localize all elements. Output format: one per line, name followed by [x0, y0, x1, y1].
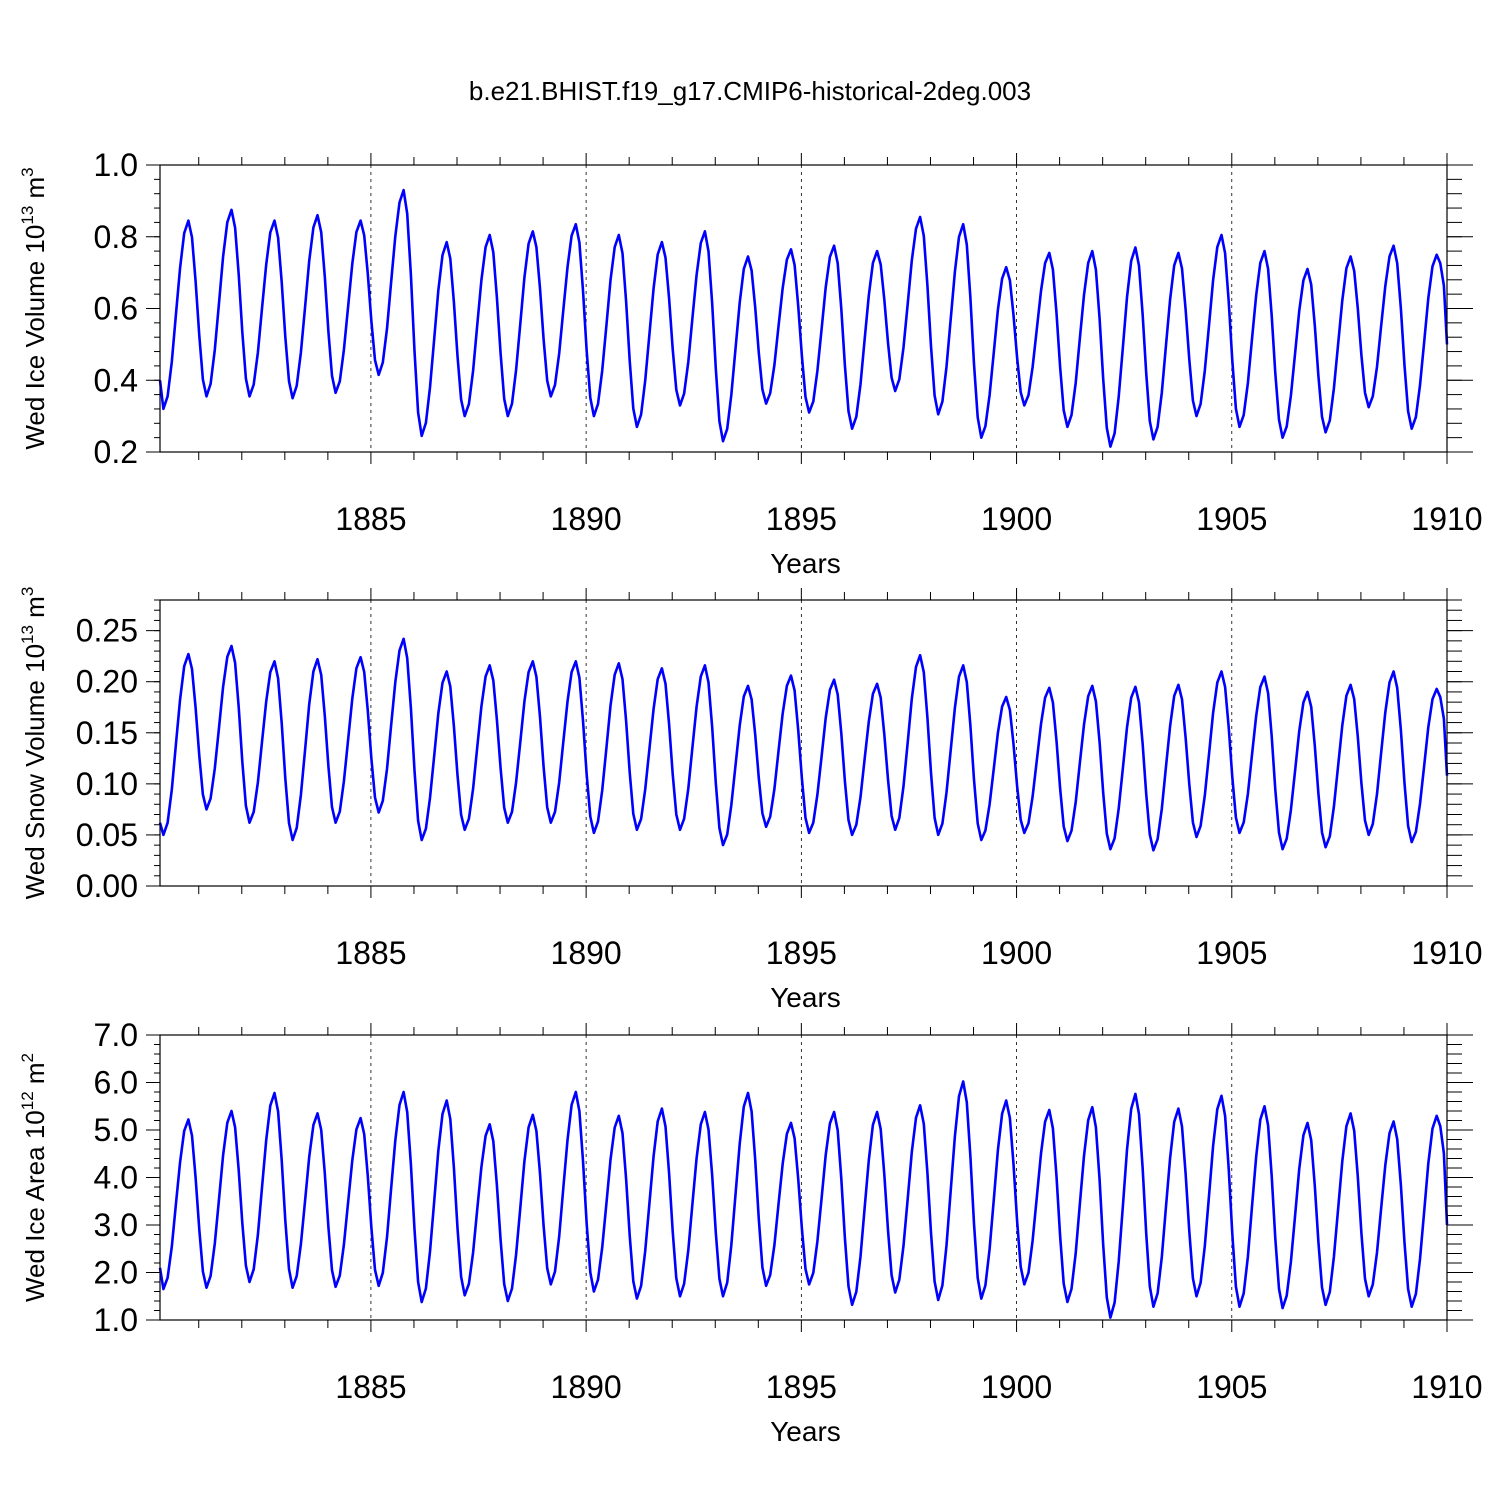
y-tick-label: 7.0: [94, 1017, 138, 1053]
x-tick-label: 1890: [551, 501, 622, 537]
x-tick-label: 1885: [335, 935, 406, 971]
x-tick-label: 1890: [551, 935, 622, 971]
x-tick-label: 1905: [1196, 935, 1267, 971]
series-line: [158, 188, 1449, 448]
x-axis-label: Years: [770, 548, 841, 579]
x-tick-label: 1905: [1196, 501, 1267, 537]
series-line: [158, 1080, 1449, 1319]
panel-snow-volume: 0.00 0.05 0.10 0.15 0.20 0.25 1885 1890 1895 1900…: [18, 587, 1483, 1013]
y-tick-label: 0.05: [76, 817, 138, 853]
x-tick-label: 1900: [981, 935, 1052, 971]
x-tick-label: 1900: [981, 501, 1052, 537]
x-tick-label: 1885: [335, 501, 406, 537]
plot-frame: [159, 599, 1448, 887]
series-line: [158, 637, 1449, 852]
y-tick-label: 3.0: [94, 1207, 138, 1243]
x-axis-label: Years: [770, 1416, 841, 1447]
x-tick-label: 1895: [766, 501, 837, 537]
y-tick-label: 0.2: [94, 434, 138, 470]
y-tick-label: 0.8: [94, 219, 138, 255]
y-tick-label: 4.0: [94, 1160, 138, 1196]
x-tick-label: 1910: [1411, 501, 1482, 537]
y-tick-label: 0.6: [94, 291, 138, 327]
x-tick-label: 1885: [335, 1369, 406, 1405]
x-tick-label: 1895: [766, 935, 837, 971]
plot-frame: [159, 164, 1448, 453]
x-tick-label: 1890: [551, 1369, 622, 1405]
y-tick-label: 1.0: [94, 147, 138, 183]
y-axis-label: Wed Ice Volume 1013 m3: [18, 167, 50, 449]
y-tick-label: 0.15: [76, 715, 138, 751]
y-tick-label: 5.0: [94, 1112, 138, 1148]
panel-ice-volume: 0.2 0.4 0.6 0.8 1.0 1885 1890 1895 1900 1905 1910 Y…: [18, 147, 1483, 579]
y-tick-label: 0.25: [76, 613, 138, 649]
y-tick-label: 0.00: [76, 868, 138, 904]
plot-frame: [159, 1034, 1448, 1321]
panel-ice-area: 1.0 2.0 3.0 4.0 5.0 6.0 7.0 1885 1890 1895 1900 190…: [18, 1017, 1483, 1447]
chart-title: b.e21.BHIST.f19_g17.CMIP6-historical-2de…: [468, 76, 1032, 106]
y-tick-label: 0.4: [94, 362, 138, 398]
x-tick-label: 1910: [1411, 935, 1482, 971]
x-tick-label: 1895: [766, 1369, 837, 1405]
y-tick-label: 0.10: [76, 766, 138, 802]
y-tick-label: 2.0: [94, 1255, 138, 1291]
x-tick-label: 1910: [1411, 1369, 1482, 1405]
x-tick-label: 1900: [981, 1369, 1052, 1405]
y-axis-label: Wed Snow Volume 1013 m3: [18, 587, 50, 900]
y-tick-label: 0.20: [76, 664, 138, 700]
y-tick-label: 6.0: [94, 1065, 138, 1101]
y-axis-label: Wed Ice Area 1012 m2: [18, 1053, 50, 1302]
x-tick-label: 1905: [1196, 1369, 1267, 1405]
x-axis-label: Years: [770, 982, 841, 1013]
y-tick-label: 1.0: [94, 1302, 138, 1338]
